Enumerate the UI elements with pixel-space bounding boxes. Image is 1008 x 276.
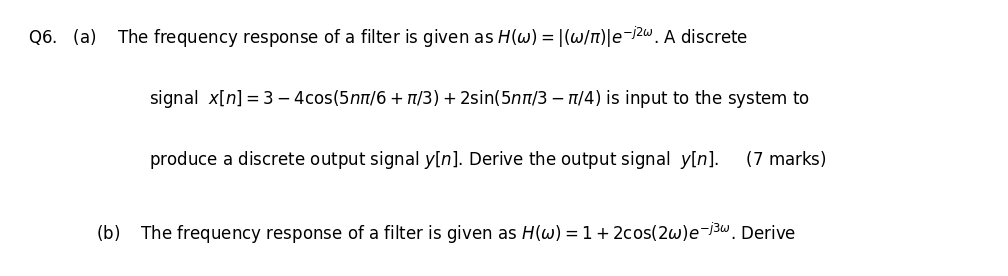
Text: signal  $x[n] = 3 - 4\mathrm{cos}(5n\pi/6+\pi/3) + 2\mathrm{sin}(5n\pi/3-\pi/4)$: signal $x[n] = 3 - 4\mathrm{cos}(5n\pi/6…	[149, 88, 810, 110]
Text: Q6.   (a)    The frequency response of a filter is given as $H(\omega) = |(\omeg: Q6. (a) The frequency response of a filt…	[28, 25, 749, 50]
Text: produce a discrete output signal $y[n]$. Derive the output signal  $y[n]$.     (: produce a discrete output signal $y[n]$.…	[149, 149, 827, 171]
Text: (b)    The frequency response of a filter is given as $H(\omega) = 1 + 2\mathrm{: (b) The frequency response of a filter i…	[96, 221, 796, 246]
